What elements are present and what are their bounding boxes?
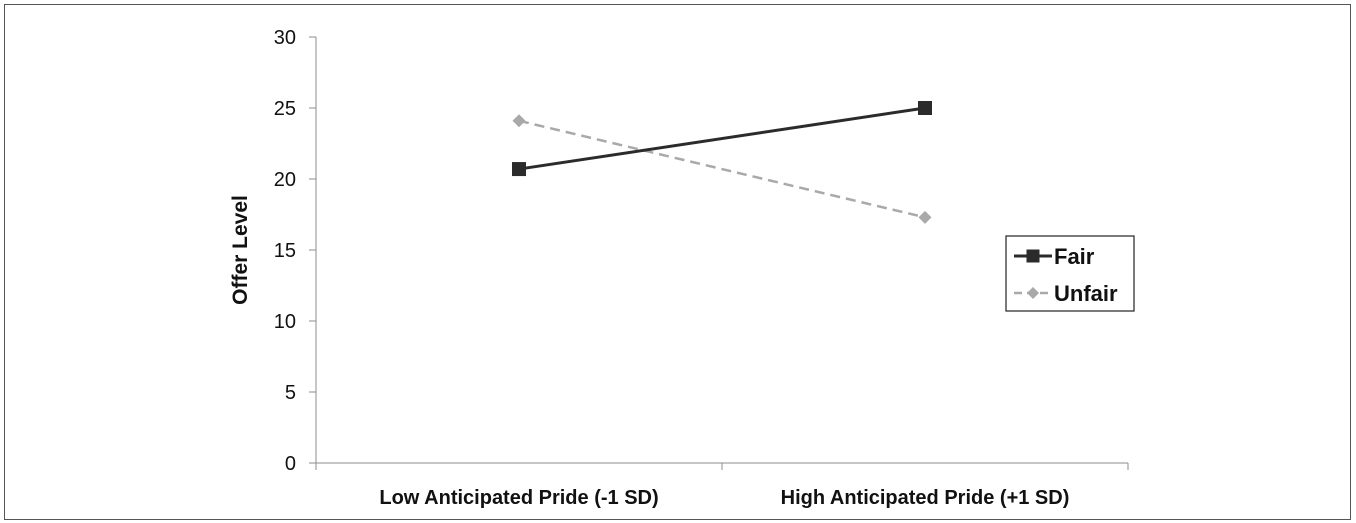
y-tick-label: 30: [274, 27, 296, 49]
data-point-fair: [512, 162, 526, 177]
y-axis-label: Offer Level: [229, 195, 252, 305]
series-line-fair: [518, 106, 926, 171]
legend: Fair Unfair: [1005, 235, 1135, 312]
series-fair: [512, 101, 932, 177]
x-category-label: Low Anticipated Pride (-1 SD): [379, 487, 658, 509]
y-axis: 0 5 10 15 20 25 30: [274, 27, 317, 475]
y-tick-label: 25: [274, 98, 296, 120]
data-point-unfair: [512, 114, 526, 128]
legend-marker-fair: [1026, 249, 1040, 263]
data-point-unfair: [918, 210, 932, 224]
y-tick-label: 5: [285, 382, 296, 404]
legend-label-fair: Fair: [1054, 244, 1095, 269]
y-tick-label: 0: [285, 453, 296, 475]
legend-marker-unfair: [1027, 287, 1039, 299]
series-layer: [512, 101, 932, 224]
legend-box: [1005, 235, 1135, 312]
x-axis: Low Anticipated Pride (-1 SD) High Antici…: [315, 462, 1129, 509]
series-unfair: [512, 114, 932, 224]
y-tick-label: 10: [274, 311, 296, 333]
y-tick-label: 20: [274, 169, 296, 191]
x-category-label: High Anticipated Pride (+1 SD): [781, 487, 1070, 509]
legend-label-unfair: Unfair: [1054, 281, 1118, 306]
data-point-fair: [918, 101, 932, 115]
series-line-unfair: [518, 119, 926, 219]
y-tick-label: 15: [274, 240, 296, 262]
